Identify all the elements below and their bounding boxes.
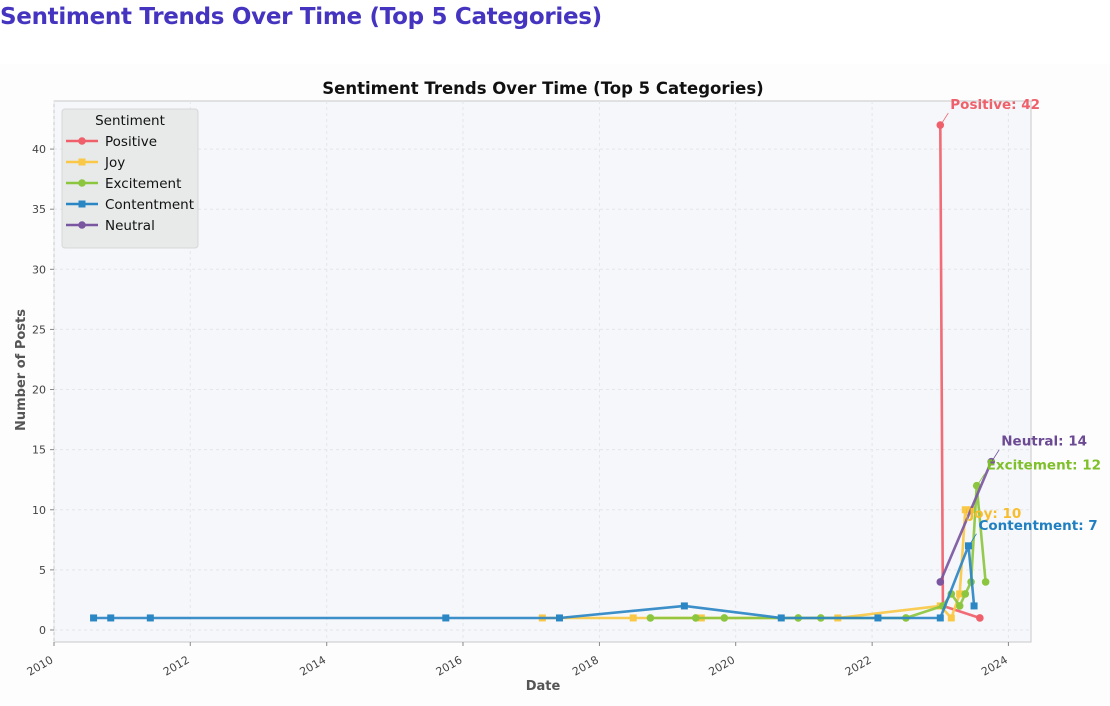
contentment-point	[936, 614, 944, 622]
x-tick-label: 2010	[25, 653, 56, 678]
contentment-point	[680, 602, 688, 610]
x-tick-label: 2024	[979, 653, 1010, 678]
x-tick-label: 2018	[570, 653, 601, 678]
axes: 0 5 10 15 20 25 30 35 40 2010 2012 2014 2016 2018 2020…	[25, 143, 1010, 679]
joy-point	[956, 590, 964, 598]
neutral-point	[78, 221, 86, 229]
joy-annotation-arrow	[965, 508, 968, 522]
y-tick-label: 5	[39, 564, 46, 577]
excitement-point	[78, 179, 86, 187]
y-axis-label: Number of Posts	[14, 309, 29, 431]
joy-annotation: Joy: 10	[968, 506, 1021, 522]
x-tick-label: 2016	[434, 653, 465, 678]
chart-card: 0 5 10 15 20 25 30 35 40 2010 2012 2014 2016 2018 2020…	[0, 64, 1110, 706]
contentment-point	[874, 614, 882, 622]
y-tick-label: 20	[32, 384, 46, 397]
positive-annotation: Positive: 42	[950, 97, 1040, 113]
contentment-point	[146, 614, 154, 622]
legend-label-positive: Positive	[105, 134, 157, 150]
positive-point	[78, 137, 86, 145]
neutral-annotation-arrow	[991, 449, 1000, 461]
excitement-point	[961, 590, 970, 598]
y-tick-label: 0	[39, 624, 46, 637]
y-tick-label: 40	[32, 143, 46, 156]
y-tick-label: 25	[32, 323, 46, 336]
series-contentment	[90, 542, 978, 622]
y-tick-label: 10	[32, 504, 46, 517]
excitement-point	[720, 614, 729, 622]
joy-point	[629, 614, 637, 622]
contentment-point	[78, 200, 86, 208]
page-title: Sentiment Trends Over Time (Top 5 Catego…	[0, 4, 602, 30]
contentment-point	[107, 614, 115, 622]
excitement-point	[691, 614, 700, 622]
positive-point	[976, 614, 984, 622]
x-axis-label: Date	[526, 679, 561, 694]
excitement-point	[646, 614, 655, 622]
contentment-annotation: Contentment: 7	[978, 518, 1097, 534]
x-tick-label: 2014	[297, 653, 328, 678]
legend-box	[61, 108, 199, 249]
excitement-annotation-arrow	[977, 473, 986, 485]
legend-label-contentment: Contentment	[105, 197, 194, 213]
x-tick-label: 2012	[161, 653, 192, 678]
x-tick-label: 2022	[843, 653, 874, 678]
contentment-point	[90, 614, 98, 622]
positive-point	[936, 121, 945, 129]
y-tick-label: 30	[32, 263, 46, 276]
joy-point	[78, 158, 86, 166]
contentment-point	[442, 614, 450, 622]
chart-title: Sentiment Trends Over Time (Top 5 Catego…	[322, 79, 763, 98]
neutral-annotation: Neutral: 14	[1001, 434, 1087, 450]
excitement-point	[981, 578, 990, 586]
legend: Sentiment Positive Joy Excitement Contentmen…	[61, 108, 199, 249]
joy-point	[961, 506, 969, 514]
y-tick-label: 35	[32, 203, 46, 216]
legend-label-neutral: Neutral	[105, 218, 155, 234]
excitement-point	[955, 602, 964, 610]
excitement-annotation: Excitement: 12	[987, 458, 1101, 474]
annotations: Positive: 42 Joy: 10 Excitement: 12 Content…	[940, 97, 1101, 546]
contentment-point	[777, 614, 785, 622]
x-tick-label: 2020	[706, 653, 737, 678]
contentment-annotation-arrow	[969, 533, 977, 546]
neutral-point	[936, 578, 945, 586]
sentiment-line-chart: 0 5 10 15 20 25 30 35 40 2010 2012 2014 2016 2018 2020…	[14, 79, 1101, 694]
legend-label-excitement: Excitement	[105, 176, 181, 192]
positive-annotation-arrow	[940, 112, 949, 125]
contentment-point	[970, 602, 978, 610]
y-tick-label: 15	[32, 444, 46, 457]
joy-point	[947, 614, 955, 622]
neutral-line	[939, 461, 993, 583]
legend-title: Sentiment	[95, 113, 165, 129]
plot-area	[53, 100, 1032, 643]
series-layer	[90, 121, 996, 622]
contentment-point	[964, 542, 972, 550]
contentment-point	[555, 614, 563, 622]
grid	[53, 101, 1031, 642]
legend-label-joy: Joy	[104, 155, 125, 171]
